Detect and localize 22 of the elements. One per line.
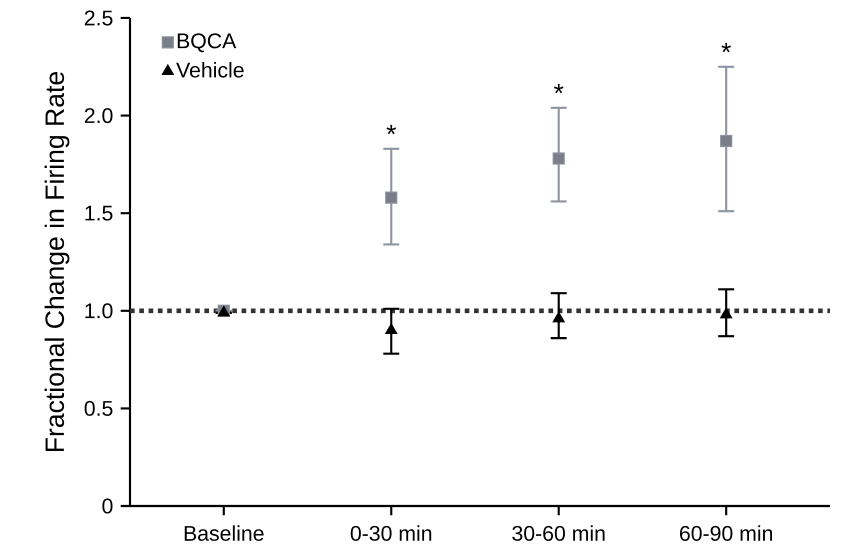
point xyxy=(552,152,565,165)
point xyxy=(720,308,732,318)
y-tick-label: 2.0 xyxy=(84,108,113,124)
y-tick-label: 0 xyxy=(102,498,113,514)
annotation: * xyxy=(554,84,564,94)
y-tick-label: 1.5 xyxy=(85,206,112,221)
point xyxy=(385,323,398,334)
legend-label: Vehicle xyxy=(176,62,244,78)
x-tick-label: 0-30 min xyxy=(350,525,432,541)
y-tick-label: 1.0 xyxy=(85,303,113,318)
y-axis-title: Fractional Change in Firing Rate xyxy=(44,72,70,452)
point xyxy=(385,191,398,204)
x-tick-label: 60-90 min xyxy=(680,525,772,541)
legend-label: BQCA xyxy=(178,33,236,52)
point xyxy=(720,134,732,148)
annotation: * xyxy=(721,42,731,52)
y-tick-label: 2.5 xyxy=(84,10,112,26)
x-tick-label: Baseline xyxy=(184,525,264,541)
x-tick-label: 30-60 min xyxy=(512,525,605,541)
y-tick-label: 0.5 xyxy=(84,400,112,416)
annotation: * xyxy=(386,124,396,134)
point xyxy=(552,312,565,322)
